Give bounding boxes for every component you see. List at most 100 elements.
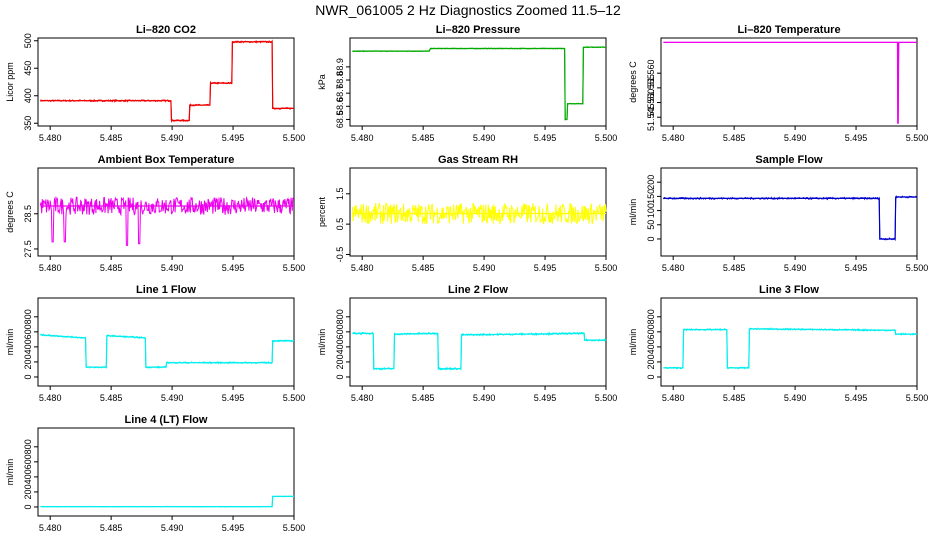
series-steps (663, 41, 917, 124)
series-line (663, 41, 917, 124)
x-tick-label: 5.490 (784, 133, 807, 143)
x-tick-label: 5.485 (412, 393, 435, 403)
x-tick-label: 5.495 (845, 393, 868, 403)
y-tick-label: 1.5 (335, 188, 345, 201)
x-tick-label: 5.490 (473, 393, 496, 403)
x-tick-label: 5.490 (161, 263, 184, 273)
y-tick-label: 28.5 (23, 205, 33, 223)
plot-frame (37, 297, 295, 387)
y-tick-label: 50 (646, 220, 656, 230)
y-tick-label: 51.545 (646, 103, 656, 131)
x-tick-label: 5.485 (100, 393, 123, 403)
y-tick-label: 51.550 (646, 89, 656, 117)
x-tick-label: 5.480 (351, 393, 374, 403)
x-tick-label: 5.500 (906, 393, 929, 403)
y-tick-label: 800 (646, 309, 656, 324)
x-tick-label: 5.495 (222, 393, 245, 403)
panel-1: Li–820 CO2 5.480 5.485 5.490 5.495 5.500 350 40… (5, 24, 305, 143)
y-tick-label: 68.7 (335, 84, 345, 102)
x-tick-label: 5.495 (534, 133, 557, 143)
y-axis-label: ml/min (628, 199, 638, 226)
x-tick-label: 5.500 (906, 133, 929, 143)
series-line (39, 195, 294, 246)
y-axis-label: kPa (317, 74, 327, 90)
panel-title: Li–820 Temperature (737, 24, 840, 36)
y-tick-label: 150 (646, 189, 656, 204)
panel-title: Gas Stream RH (438, 154, 518, 166)
y-tick-label: 100 (646, 203, 656, 218)
y-axis-label: degrees C (628, 61, 638, 103)
plot-frame (660, 167, 918, 257)
panel-title: Line 1 Flow (136, 284, 196, 296)
series-steps (352, 46, 606, 121)
y-tick-label: 0.5 (335, 218, 345, 231)
x-tick-label: 5.500 (283, 523, 306, 533)
x-tick-label: 5.485 (723, 133, 746, 143)
y-tick-label: 68.5 (335, 111, 345, 129)
x-tick-label: 5.480 (351, 263, 374, 273)
x-tick-label: 5.485 (412, 263, 435, 273)
x-tick-label: 5.500 (283, 393, 306, 403)
panel-7: Line 1 Flow 5.480 5.485 5.490 5.495 5.500 0 200… (5, 284, 305, 403)
panel-10: Line 4 (LT) Flow 5.480 5.485 5.490 5.495 5.50… (5, 414, 305, 533)
y-tick-label: -0.5 (335, 247, 345, 263)
x-tick-label: 5.480 (351, 133, 374, 143)
plot-frame (37, 427, 295, 517)
y-tick-label: 68.8 (335, 71, 345, 89)
y-tick-label: 800 (23, 309, 33, 324)
y-tick-label: 68.6 (335, 98, 345, 116)
x-tick-label: 5.480 (39, 393, 62, 403)
series-steps (40, 41, 294, 122)
panel-2: Li–820 Pressure 5.480 5.485 5.490 5.495 5.500… (317, 24, 617, 143)
y-axis-label: ml/min (628, 329, 638, 356)
y-axis-label: Licor ppm (5, 62, 15, 102)
y-tick-label: 500 (23, 33, 33, 48)
figure-title: NWR_061005 2 Hz Diagnostics Zoomed 11.5–… (315, 2, 621, 18)
x-tick-label: 5.500 (283, 133, 306, 143)
y-tick-label: 0 (23, 374, 33, 379)
plot-frame (349, 37, 607, 127)
x-tick-label: 5.490 (784, 393, 807, 403)
y-axis-label: percent (317, 196, 327, 227)
panel-5: Gas Stream RH 5.480 5.485 5.490 5.495 5.500 -0… (317, 154, 617, 273)
y-tick-label: 0 (23, 504, 33, 509)
plot-frame (349, 167, 607, 257)
y-tick-label: 200 (646, 354, 656, 369)
x-tick-label: 5.500 (283, 263, 306, 273)
x-tick-label: 5.485 (100, 263, 123, 273)
y-tick-label: 200 (335, 354, 345, 369)
x-tick-label: 5.480 (662, 133, 685, 143)
plot-frame (37, 167, 295, 257)
y-axis-label: ml/min (5, 459, 15, 486)
panel-title: Line 2 Flow (448, 284, 508, 296)
x-tick-label: 5.490 (473, 133, 496, 143)
y-tick-label: 800 (335, 309, 345, 324)
x-tick-label: 5.480 (39, 133, 62, 143)
plot-frame (660, 297, 918, 387)
panel-6: Sample Flow 5.480 5.485 5.490 5.495 5.500 0 50 1… (628, 154, 928, 273)
plot-frame (660, 37, 918, 127)
x-tick-label: 5.480 (662, 393, 685, 403)
panel-8: Line 2 Flow 5.480 5.485 5.490 5.495 5.500 0 200… (317, 284, 617, 403)
x-tick-label: 5.495 (534, 393, 557, 403)
y-axis-label: ml/min (317, 329, 327, 356)
y-tick-label: 800 (23, 439, 33, 454)
y-tick-label: 27.5 (23, 240, 33, 258)
x-tick-label: 5.485 (100, 133, 123, 143)
x-tick-label: 5.495 (222, 523, 245, 533)
x-tick-label: 5.485 (723, 393, 746, 403)
y-tick-label: 350 (23, 116, 33, 131)
x-tick-label: 5.490 (784, 263, 807, 273)
x-tick-label: 5.495 (222, 133, 245, 143)
y-tick-label: 400 (335, 339, 345, 354)
y-tick-label: 400 (23, 469, 33, 484)
panel-title: Li–820 Pressure (436, 24, 520, 36)
series-line (351, 202, 607, 226)
series-line (352, 331, 607, 371)
y-axis-label: ml/min (5, 329, 15, 356)
y-tick-label: 600 (23, 454, 33, 469)
x-tick-label: 5.500 (595, 133, 618, 143)
series-steps (663, 328, 917, 369)
panel-4: Ambient Box Temperature 5.480 5.485 5.490 5.… (5, 154, 305, 273)
